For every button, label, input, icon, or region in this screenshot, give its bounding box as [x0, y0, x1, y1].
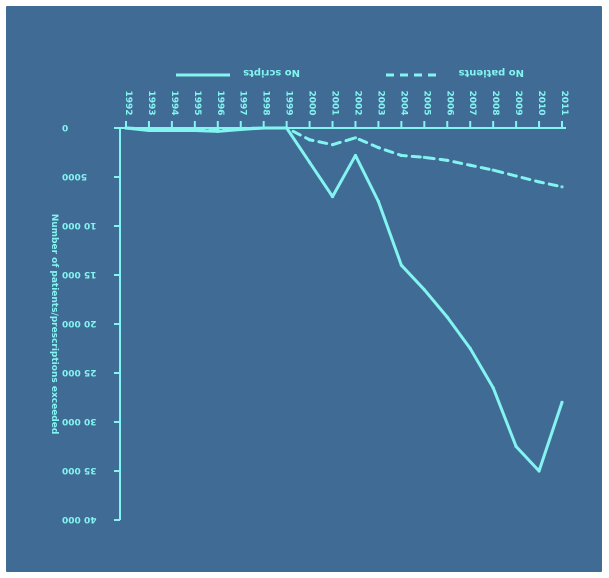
series-no-scripts-point [422, 288, 426, 292]
series-no-patients-point [514, 174, 518, 178]
series-no-patients-point [216, 127, 220, 132]
x-tick-label: 2007 [467, 90, 477, 115]
y-tick-label: 25 000 [62, 367, 96, 377]
x-tick-label: 2004 [398, 90, 408, 115]
y-tick-label: 20 000 [62, 318, 96, 328]
y-tick-label: 40 000 [62, 514, 96, 524]
y-tick-label: 10 000 [62, 220, 96, 230]
y-tick-label: 35 000 [62, 465, 96, 475]
y-tick-label: 0 [62, 122, 68, 132]
x-tick-label: 1996 [215, 90, 225, 115]
legend-layer: No scripts No patients [176, 67, 524, 78]
x-tick-label: 2001 [330, 90, 340, 115]
series-no-patients-point [307, 138, 312, 142]
series-no-scripts-point [353, 153, 358, 158]
series-no-scripts-point [445, 315, 449, 319]
y-tick-label: 30 000 [62, 416, 96, 426]
series-no-patients-point [468, 163, 472, 167]
series-no-patients-point [376, 146, 381, 150]
series-no-scripts-point [537, 469, 541, 473]
series-no-patients-point [537, 180, 541, 184]
legend-no-patients-label: No patients [458, 67, 524, 78]
series-no-scripts-point [330, 195, 335, 199]
series-no-patients-point [422, 155, 426, 159]
series-no-patients-point [399, 153, 403, 158]
series-no-patients-point [491, 168, 495, 172]
series-no-patients-point [285, 126, 289, 130]
x-tick-label: 2010 [536, 90, 546, 115]
series-no-patients-line [124, 126, 564, 189]
x-tick-label: 1999 [284, 90, 294, 115]
x-tick-label: 2006 [444, 90, 454, 115]
series-no-patients-point [193, 127, 197, 131]
series-no-patients-point [147, 127, 151, 131]
x-tick-label: 2003 [375, 90, 385, 115]
x-tick-label: 1993 [146, 90, 156, 115]
series-no-scripts-point [491, 386, 495, 390]
series-no-patients-point [124, 126, 128, 130]
x-tick-label: 1994 [169, 90, 179, 115]
x-tick-label: 1998 [261, 90, 271, 115]
x-tick-label: 1992 [123, 90, 133, 115]
series-no-scripts-point [514, 444, 518, 449]
x-tick-label: 2002 [352, 90, 362, 115]
series-no-scripts-point [399, 263, 403, 267]
series-no-patients-point [560, 185, 564, 189]
ticks-layer: 0 5000 10 000 15 000 20 000 25 000 30 000 35 00… [62, 90, 569, 524]
series-no-patients-point [170, 127, 174, 131]
series-no-scripts-point [468, 346, 472, 351]
x-tick-label: 2000 [307, 90, 317, 115]
x-tick-label: 2009 [513, 90, 523, 115]
x-tick-label: 2008 [490, 90, 500, 115]
series-no-scripts-point [560, 400, 564, 404]
x-tick-label: 1995 [192, 90, 202, 115]
y-tick-label: 5000 [62, 171, 87, 181]
series-no-scripts-point [307, 160, 312, 164]
series-no-patients-point [239, 126, 243, 131]
y-tick-label: 15 000 [62, 269, 96, 279]
series-layer [124, 126, 564, 473]
x-tick-label: 2005 [421, 90, 431, 115]
y-axis-title: Number of patients/prescriptions exceede… [49, 214, 59, 435]
series-no-scripts-point [376, 199, 381, 204]
series-no-scripts-line [124, 126, 564, 473]
axes-layer [119, 127, 566, 520]
series-no-patients-point [353, 136, 358, 140]
series-no-patients-point [262, 126, 266, 130]
x-tick-label: 1997 [238, 90, 248, 115]
series-no-patients-point [330, 143, 335, 147]
series-no-patients-point [445, 158, 449, 162]
legend-no-scripts-label: No scripts [243, 67, 300, 78]
x-tick-label: 2011 [559, 90, 569, 115]
chart-panel [6, 6, 602, 572]
